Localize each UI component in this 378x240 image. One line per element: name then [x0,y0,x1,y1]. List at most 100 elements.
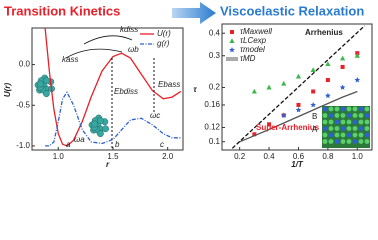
arrow [172,2,216,24]
chart-title: Transition Kinetics [4,3,120,18]
x-tick-label: 0.2 [234,152,246,161]
annotation: a [66,140,71,149]
inset-particle [358,126,364,131]
x-tick-label: 0.8 [322,152,334,161]
annotation: ωc [150,111,160,120]
inset-particle [328,132,334,138]
point [251,88,257,94]
inset-particle [364,139,370,144]
point [354,77,361,83]
y-tick-label: 0.12 [204,123,220,132]
annotation: kass [62,55,78,64]
point [340,64,345,69]
x-tick-label: 1.5 [107,152,119,161]
inset-particle [364,119,370,125]
point [354,52,360,58]
cluster-atom [37,80,44,88]
legend-label: τmodel [240,45,265,54]
y-tick-label: 0.1 [209,137,221,146]
y-axis-label: U(r) [3,83,12,98]
point [267,122,272,127]
inset-particle [352,106,358,112]
annotation: Ebass [158,80,180,89]
page: Transition Kinetics Viscoelastic Relaxat… [3,2,373,169]
kinetic-arrow [65,48,123,59]
annotation: Super-Arrhenius [256,123,320,132]
legend-label: U(r) [157,29,171,38]
x-tick-label: 1.0 [352,152,364,161]
kinetic-arrow [83,35,133,45]
inset-particle [340,139,346,144]
series-line [231,25,366,149]
inset-particle [322,126,328,131]
cluster-atom [97,117,104,125]
point [295,107,302,113]
inset-particle [358,139,364,144]
inset-particle [340,106,346,112]
point [339,84,346,90]
x-tick-label: 0.4 [263,152,275,161]
inset-particle [346,132,352,138]
point [281,80,287,86]
annotation: B [312,112,317,121]
inset-particle [358,113,364,118]
point [252,132,257,137]
y-tick-label: 0.4 [209,28,221,37]
series-line [45,91,181,147]
inset-particle [334,119,340,125]
x-axis-label: r [106,160,110,169]
legend-label: τLCexp [240,36,267,45]
inset-particle [358,106,364,112]
point [339,55,346,61]
inset-particle [364,132,370,138]
series-line [239,90,358,143]
legend-label: τMaxwell [240,27,272,36]
point [310,102,316,108]
x-tick-label: 2.0 [162,152,174,161]
inset-particle [322,106,328,112]
annotation: kdiss [120,25,138,34]
point [325,92,331,99]
point [325,61,331,66]
point [229,38,235,43]
cluster-atom [43,77,50,85]
y-tick-label: 0.3 [209,51,221,60]
inset-particle [358,119,364,125]
inset-particle [352,113,358,118]
point [280,112,287,118]
annotation: Arrhenius [305,28,343,37]
inset-particle [328,139,334,144]
inset-particle [340,119,346,125]
annotation: ωa [74,135,85,144]
inset-particle [334,139,340,144]
inset-particle [322,139,328,144]
cluster-atom [91,120,98,128]
inset-particle [328,126,334,131]
inset-particle [334,106,340,112]
inset-particle [358,132,364,138]
inset-particle [352,132,358,138]
inset-particle [340,113,346,118]
point [295,73,302,79]
inset-particle [334,132,340,138]
point [311,89,316,94]
inset-particle [346,126,352,131]
inset-particle [340,132,346,138]
inset-particle [364,126,370,131]
x-axis-label: 1/T [291,160,304,169]
inset-particle [346,119,352,125]
plot-frame [31,27,184,151]
inset-particle [346,113,352,118]
cluster-atom [96,130,104,138]
inset-particle [352,126,358,131]
y-tick-label: 0.0 [19,60,31,69]
cluster-atom [42,90,50,98]
inset-particle [364,113,370,118]
inset-particle [334,126,340,131]
inset-particle [346,139,352,144]
y-tick-label: -0.5 [16,100,30,109]
inset-particle [352,119,358,125]
point [296,102,301,107]
inset-particle [322,132,328,138]
annotation: b [115,140,120,149]
